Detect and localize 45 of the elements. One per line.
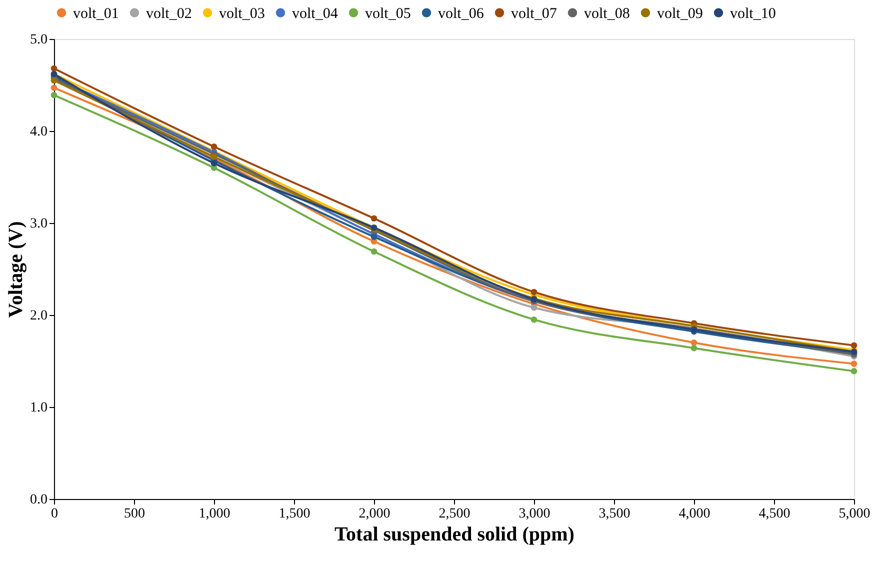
legend-label: volt_05 [365, 6, 411, 22]
point [210, 160, 218, 166]
point [370, 215, 378, 222]
y-tick-label: 2.0 [30, 308, 48, 324]
point [690, 344, 698, 352]
x-tick-label: 5,000 [838, 506, 870, 522]
point [530, 304, 538, 311]
x-tick-label: 3,000 [518, 506, 550, 522]
point [530, 316, 538, 323]
x-tick-label: 2,000 [358, 506, 390, 522]
x-tick-label: 2,500 [438, 506, 470, 522]
x-tick-label: 1,000 [198, 506, 230, 522]
legend-label: volt_03 [219, 6, 265, 22]
point [210, 143, 218, 150]
y-tick-label: 5.0 [30, 32, 48, 48]
point [850, 368, 858, 374]
legend-label: volt_09 [657, 6, 703, 22]
x-tick-label: 3,500 [598, 506, 630, 522]
point [690, 339, 698, 346]
point [850, 360, 858, 367]
legend-label: volt_02 [146, 6, 192, 22]
x-tick-label: 4,000 [678, 506, 710, 522]
point [50, 84, 58, 91]
y-tick-label: 1.0 [30, 400, 48, 416]
legend-label: volt_10 [730, 6, 776, 22]
point [370, 248, 378, 255]
point [50, 92, 58, 98]
legend-label: volt_08 [584, 6, 630, 22]
point [850, 342, 858, 349]
legend-label: volt_04 [292, 6, 338, 22]
point [530, 288, 538, 296]
x-axis-title: Total suspended solid (ppm) [334, 524, 574, 546]
legend-label: volt_01 [73, 6, 119, 22]
legend-label: volt_07 [511, 6, 558, 22]
x-tick-label: 500 [124, 506, 145, 522]
x-tick-label: 4,500 [758, 506, 790, 522]
y-tick-label: 0.0 [30, 492, 48, 508]
y-axis-title: Voltage (V) [5, 221, 27, 318]
y-tick-label: 4.0 [30, 124, 48, 140]
x-tick-label: 1,500 [278, 506, 310, 522]
y-tick-label: 3.0 [30, 216, 48, 232]
point [370, 234, 378, 240]
point [50, 65, 58, 72]
x-tick-label: 0 [51, 506, 58, 522]
legend-label: volt_06 [438, 6, 484, 22]
